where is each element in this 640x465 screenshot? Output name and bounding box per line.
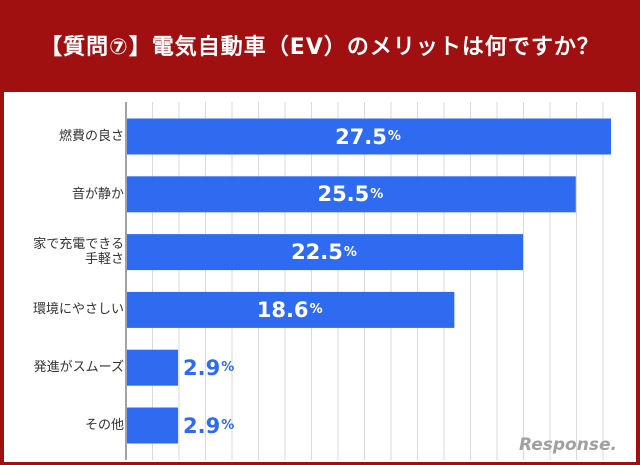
data-label: 18.6% [245, 295, 335, 325]
category-label: 燃費の良さ燃費の良さ [59, 117, 124, 157]
bar [127, 118, 611, 155]
data-label-value: 27.5 [335, 124, 387, 149]
data-label-value: 25.5 [317, 182, 370, 207]
bar-chart [125, 102, 611, 460]
category-label: 音が静か音が静か [72, 174, 124, 214]
bar [127, 407, 179, 444]
chart-title: 【質問⑦】電気自動車（EV）のメリットは何ですか？ [40, 35, 600, 60]
data-label-unit: % [221, 418, 235, 433]
data-label-value: 22.5 [291, 240, 343, 265]
category-label-lines: 燃費の良さ [58, 129, 124, 144]
data-label: 22.5% [279, 237, 369, 267]
bar [127, 291, 455, 328]
data-label: 27.5% [323, 122, 413, 152]
category-label-lines: 家で充電できる 手軽さ [33, 237, 124, 268]
category-label-lines: 音が静か [71, 186, 124, 202]
category-label: 家で充電できる手軽さ家で充電できる手軽さ [33, 232, 124, 272]
bar [127, 349, 179, 386]
chart-panel: 燃費の良さ燃費の良さ音が静か音が静か家で充電できる手軽さ家で充電できる手軽さ環境… [4, 92, 636, 462]
data-label-unit: % [309, 302, 323, 318]
bar [127, 176, 576, 213]
category-label-lines: その他 [84, 418, 124, 433]
data-label-unit: % [221, 360, 235, 376]
category-label: その他その他 [85, 406, 124, 446]
data-label-value: 2.9 [183, 413, 221, 438]
response-logo: Response. [519, 435, 617, 455]
bar [127, 234, 523, 271]
data-label-unit: % [370, 186, 384, 202]
data-label-value: 18.6 [256, 297, 309, 322]
data-label-unit: % [343, 244, 357, 260]
category-label: 発進がスムーズ発進がスムーズ [34, 348, 124, 388]
category-label: 環境にやさしい環境にやさしい [33, 290, 124, 330]
category-label-lines: 発進がスムーズ [33, 360, 124, 376]
title-bar: 【質問⑦】電気自動車（EV）のメリットは何ですか？ [0, 0, 640, 90]
category-label-lines: 環境にやさしい [32, 302, 124, 318]
data-label-value: 2.9 [183, 355, 221, 380]
data-label-unit: % [387, 129, 401, 144]
data-label: 2.9% [183, 411, 234, 441]
data-label: 2.9% [183, 353, 234, 383]
data-label: 25.5% [305, 179, 395, 209]
